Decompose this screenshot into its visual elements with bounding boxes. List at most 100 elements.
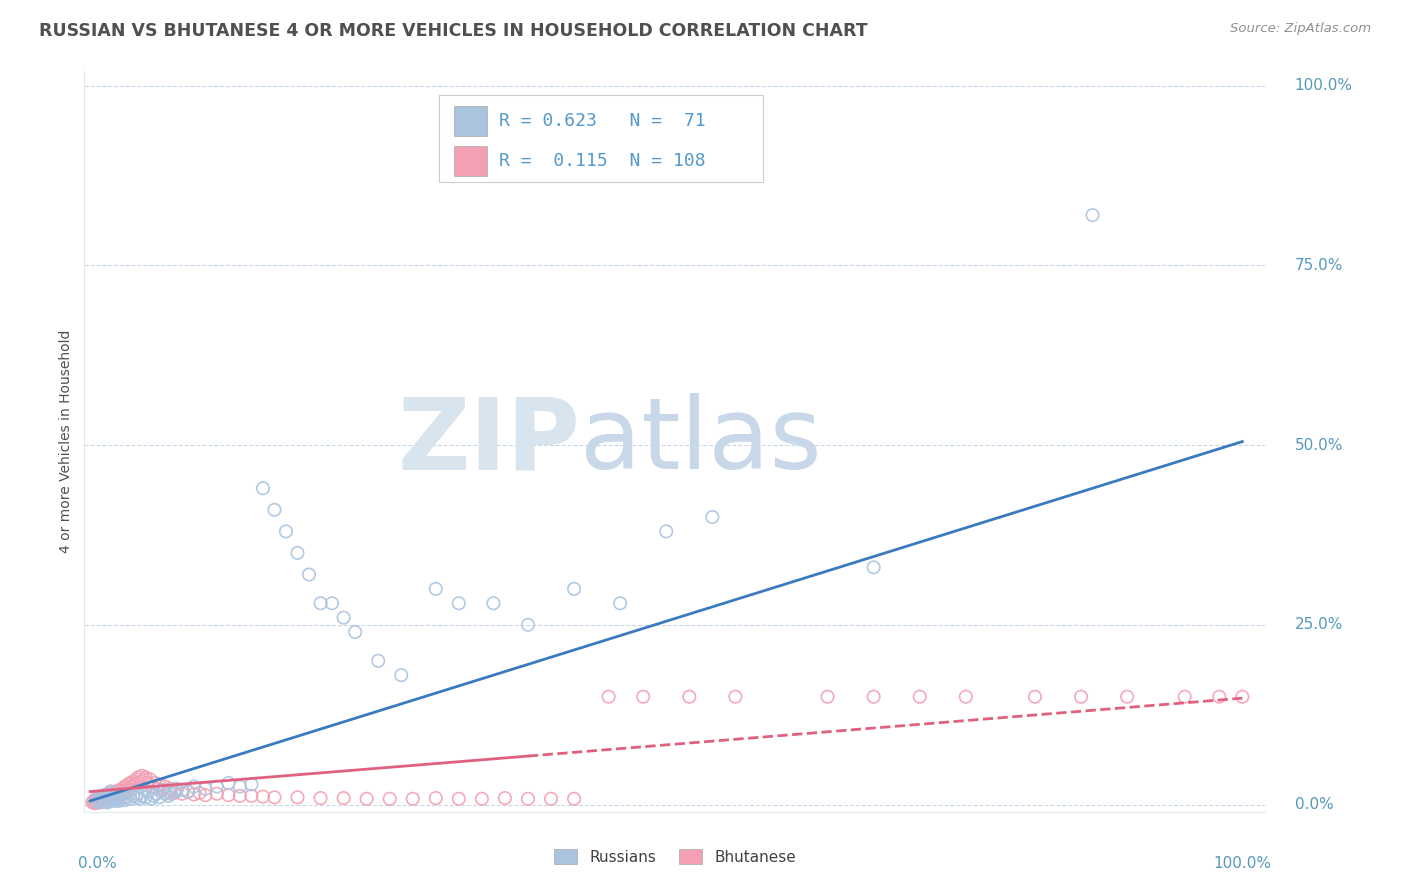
Point [862,690,884,704]
Point [157,789,180,803]
Point [163,786,186,800]
Point [100,789,122,803]
Point [108,788,131,802]
Point [96,792,118,806]
Point [120,776,142,790]
Point [146,781,169,796]
Point [108,789,131,803]
Point [96,793,118,807]
Point [83,794,105,808]
Point [274,524,297,539]
Point [517,791,540,805]
Point [471,791,494,805]
Point [101,790,124,805]
Point [86,796,108,810]
Point [143,776,166,790]
Point [94,791,117,805]
Point [96,789,118,804]
Text: 25.0%: 25.0% [1295,617,1343,632]
Point [142,789,165,803]
FancyBboxPatch shape [454,106,486,136]
Point [89,792,111,806]
Point [96,790,118,805]
Point [153,787,176,801]
Point [205,780,228,794]
Point [112,781,135,796]
Point [94,794,117,808]
Point [111,787,134,801]
Point [194,788,217,802]
Point [105,789,128,803]
Point [129,774,152,789]
Point [402,791,425,805]
Point [91,795,114,809]
Text: R =  0.115  N = 108: R = 0.115 N = 108 [499,153,706,170]
Point [166,781,188,796]
Point [159,781,181,796]
Point [1116,690,1139,704]
Point [89,796,111,810]
Point [110,784,132,798]
Point [177,784,200,798]
Point [118,781,141,796]
Point [152,783,174,797]
Point [127,776,149,790]
Point [240,777,263,791]
Point [177,784,200,798]
Point [108,794,131,808]
Point [367,654,389,668]
Point [172,787,194,801]
Text: Source: ZipAtlas.com: Source: ZipAtlas.com [1230,22,1371,36]
Point [87,791,110,805]
Point [100,784,122,798]
Point [240,789,263,803]
Point [183,780,205,794]
Point [955,690,977,704]
Point [105,790,128,805]
Point [425,791,447,805]
Point [103,794,125,808]
Point [482,596,505,610]
Point [344,625,367,640]
Point [96,796,118,810]
Point [97,791,120,805]
Point [908,690,931,704]
Point [115,790,138,805]
Point [117,777,139,791]
Point [153,780,176,794]
Text: RUSSIAN VS BHUTANESE 4 OR MORE VEHICLES IN HOUSEHOLD CORRELATION CHART: RUSSIAN VS BHUTANESE 4 OR MORE VEHICLES … [39,22,868,40]
Point [389,668,412,682]
Point [494,791,516,805]
Point [287,546,309,560]
Point [104,784,127,798]
Point [145,787,167,801]
Text: R = 0.623   N =  71: R = 0.623 N = 71 [499,112,706,130]
Point [655,524,678,539]
Point [1024,690,1046,704]
Point [157,784,180,798]
Point [447,596,470,610]
Point [101,787,124,801]
Point [139,772,162,787]
Point [94,795,117,809]
Point [128,791,150,805]
Point [134,772,156,787]
Point [309,791,332,805]
Point [97,787,120,801]
Point [82,796,104,810]
Point [217,776,239,790]
Point [121,789,143,803]
Point [1208,690,1230,704]
Point [91,791,114,805]
Point [152,783,174,797]
Point [107,786,129,800]
Point [101,791,124,805]
Point [631,690,654,704]
Point [84,791,107,805]
Point [101,792,124,806]
Point [125,790,148,805]
Point [562,582,585,596]
Point [321,596,343,610]
Point [107,791,129,805]
Point [702,510,724,524]
